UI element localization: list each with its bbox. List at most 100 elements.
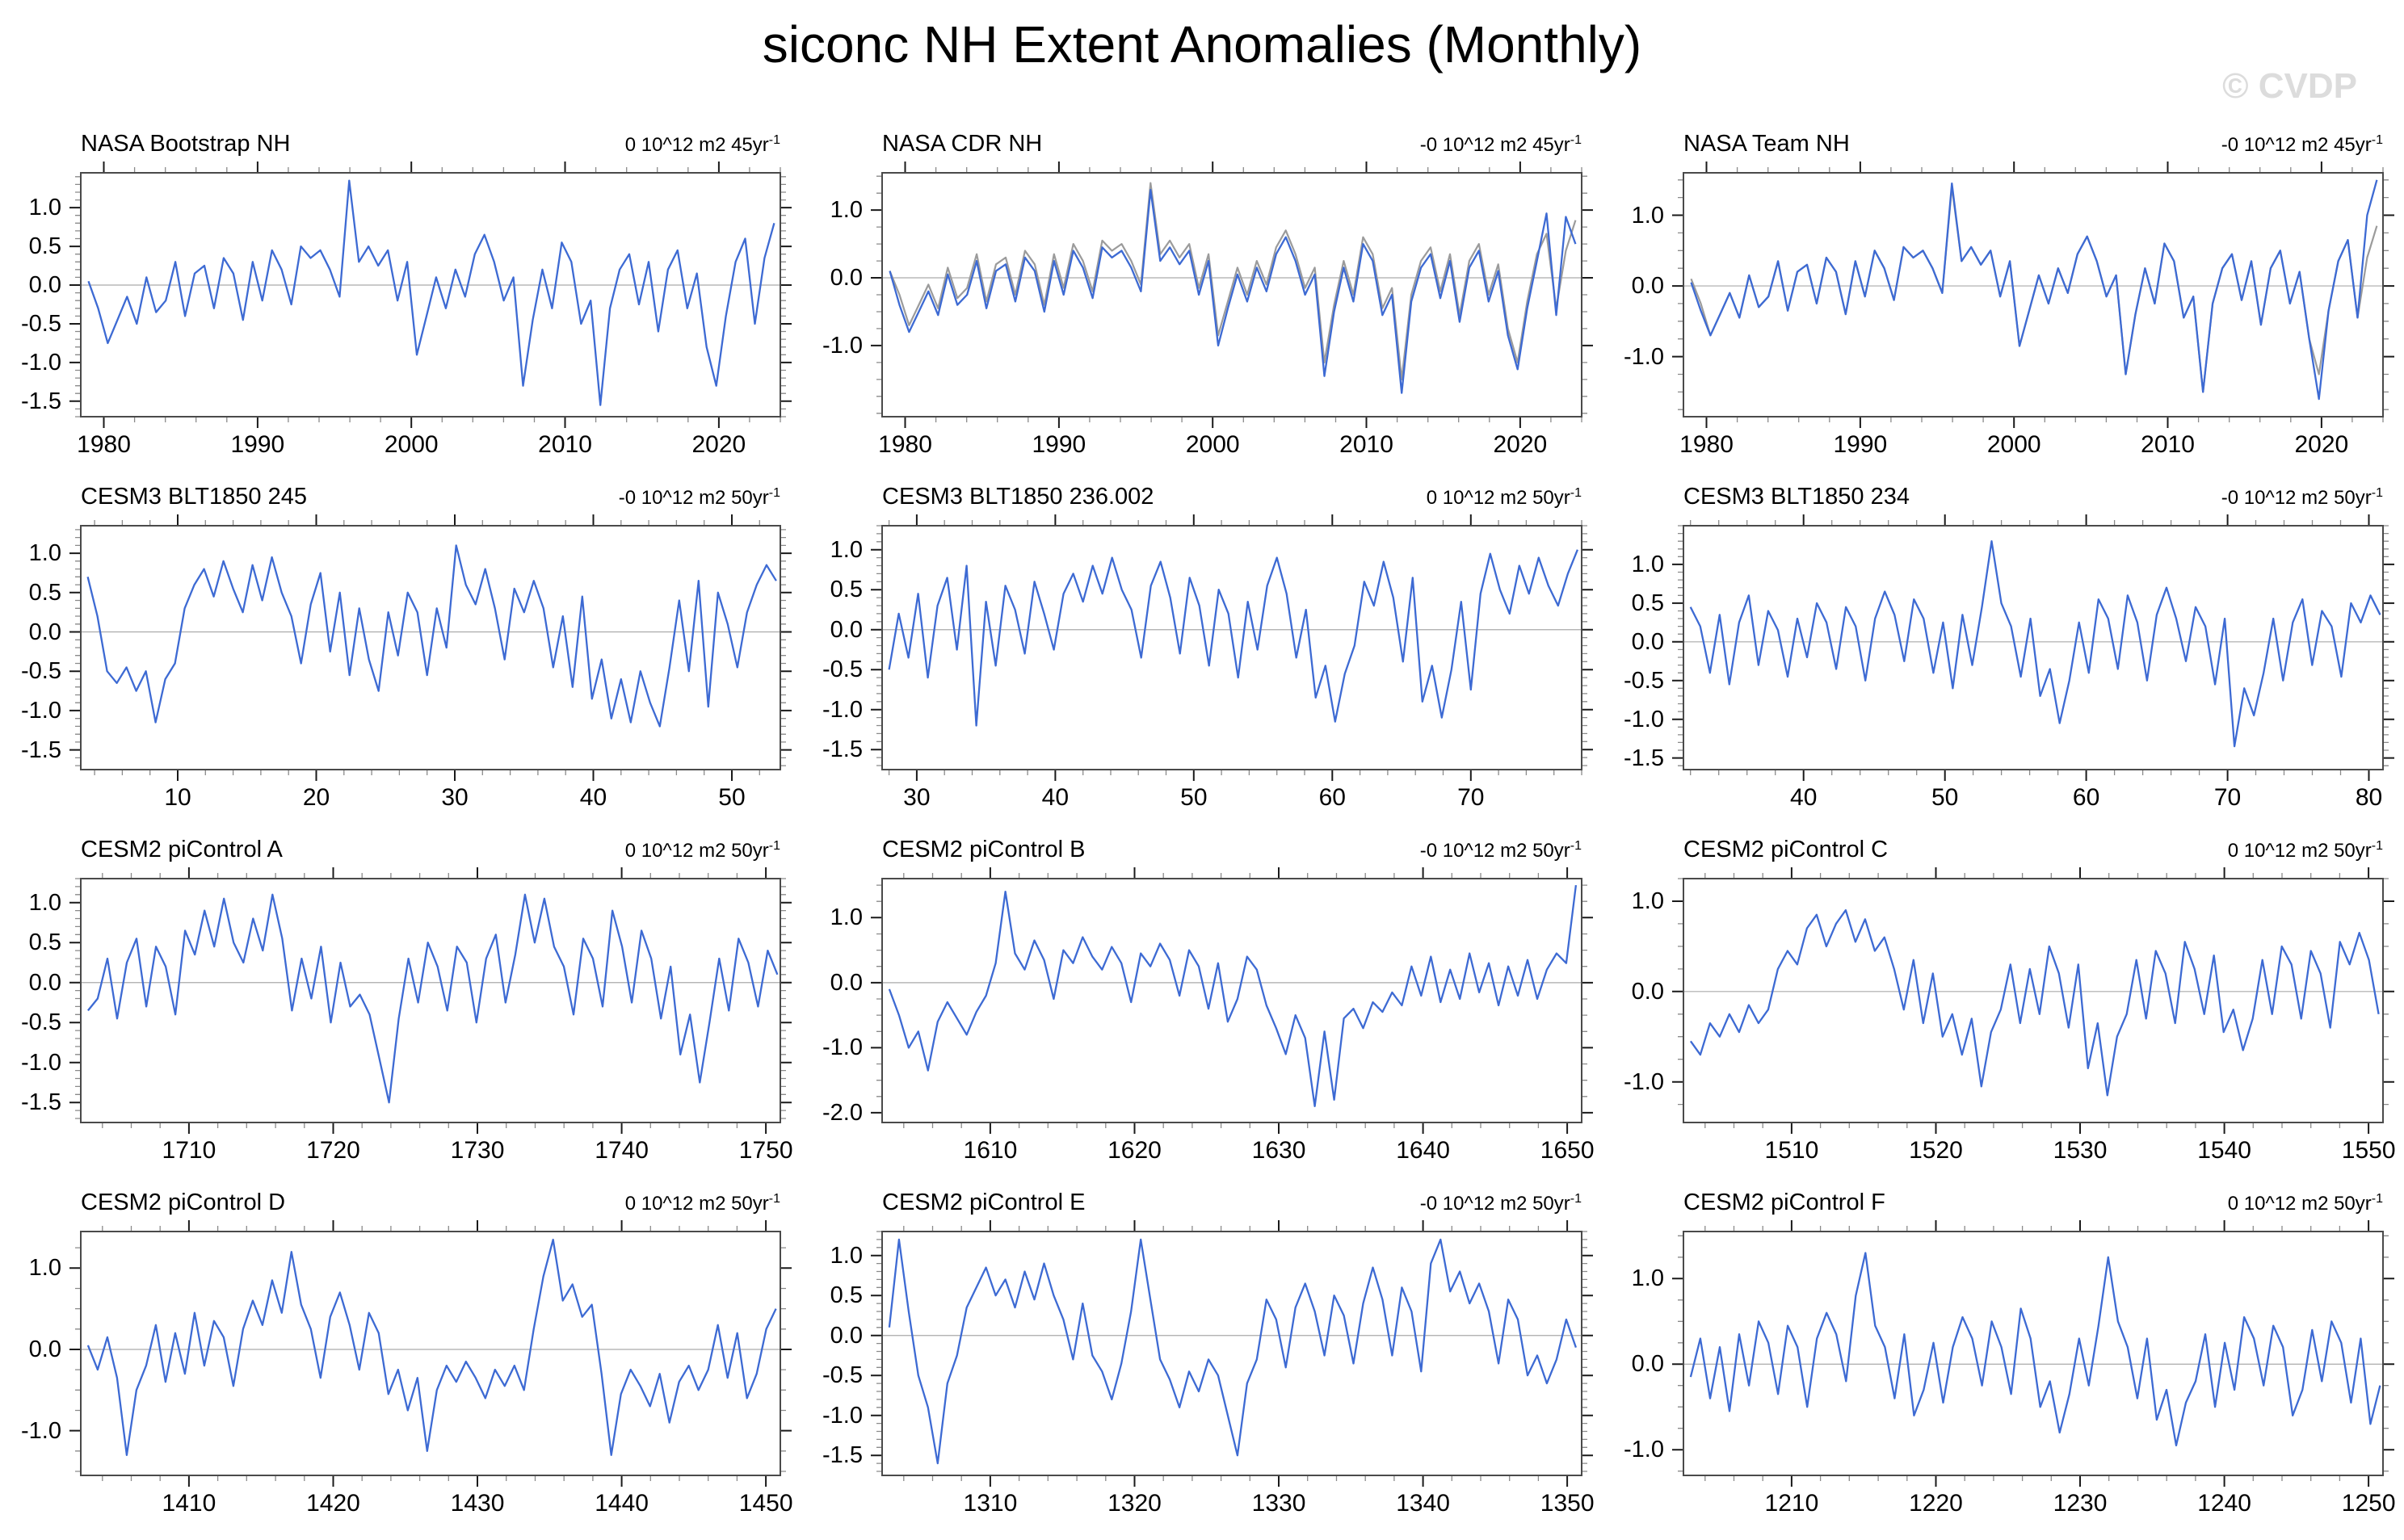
y-tick-label: 0.5 xyxy=(1631,590,1664,616)
y-tick-label: 0.5 xyxy=(28,929,61,956)
timeseries-chart xyxy=(871,514,1593,781)
plot-area: 1.0 0.5 0.0 -0.5 -1.0 -1.5 xyxy=(822,514,1593,781)
y-tick-label: 0.0 xyxy=(1631,628,1664,655)
anomaly-series-line xyxy=(86,1238,777,1456)
x-tick-label: 1430 xyxy=(450,1490,505,1517)
timeseries-chart xyxy=(69,1220,792,1487)
y-tick-label: -1.5 xyxy=(21,388,61,414)
y-tick-label: -1.0 xyxy=(21,697,61,724)
timeseries-chart xyxy=(69,867,792,1134)
x-tick-label: 1440 xyxy=(595,1490,649,1517)
y-tick-label: 1.0 xyxy=(830,1242,863,1269)
chart-panel: CESM2 piControl D 0 10^12 m2 50yr-1 1.0 0… xyxy=(0,1180,801,1533)
panel-title: CESM3 BLT1850 245 xyxy=(81,484,307,510)
trend-exponent: -1 xyxy=(1570,839,1582,853)
y-tick-label: 0.0 xyxy=(28,272,61,299)
panel-title: CESM2 piControl C xyxy=(1683,837,1889,862)
y-tick-label: 0.0 xyxy=(1631,1351,1664,1378)
plot-area: 1.0 0.0 -1.0 xyxy=(1624,867,2394,1134)
trend-value: 0 10^12 m2 50yr xyxy=(624,840,769,862)
trend-value: -0 10^12 m2 50yr xyxy=(618,487,769,509)
y-tick-label: -1.0 xyxy=(822,696,863,723)
x-tick-label: 1320 xyxy=(1107,1490,1162,1517)
panel-header: CESM2 piControl C 0 10^12 m2 50yr-1 xyxy=(1683,837,2383,863)
anomaly-series-line xyxy=(86,544,777,728)
timeseries-chart xyxy=(1672,162,2394,428)
anomaly-series-line xyxy=(87,179,775,406)
plot-area: 1.0 0.5 0.0 -0.5 -1.0 -1.5 xyxy=(21,162,792,428)
trend-value: -0 10^12 m2 50yr xyxy=(2221,487,2372,509)
x-tick-label: 50 xyxy=(718,784,746,811)
x-tick-label: 70 xyxy=(1457,784,1485,811)
plot-area: 1.0 0.0 -1.0 xyxy=(1624,162,2394,428)
panel-trend-label: 0 10^12 m2 45yr-1 xyxy=(625,133,780,157)
chart-panel: NASA CDR NH -0 10^12 m2 45yr-1 1.0 0.0 -1.… xyxy=(801,121,1603,474)
x-tick-label: 40 xyxy=(579,784,607,811)
y-tick-label: -1.0 xyxy=(1624,1068,1664,1095)
panel-title: CESM2 piControl A xyxy=(81,837,283,862)
y-tick-label: -1.0 xyxy=(21,1417,61,1444)
y-tick-label: -1.0 xyxy=(1624,1437,1664,1463)
x-tick-label: 1740 xyxy=(595,1137,649,1164)
anomaly-series-line xyxy=(888,549,1578,727)
panel-header: NASA Team NH -0 10^12 m2 45yr-1 xyxy=(1683,131,2383,157)
y-tick-label: -1.0 xyxy=(21,1049,61,1076)
y-tick-label: -1.0 xyxy=(822,1034,863,1061)
x-tick-label: 2020 xyxy=(2294,431,2349,458)
y-tick-label: 0.0 xyxy=(830,616,863,643)
x-axis-labels: 1310 1320 1330 1340 1350 xyxy=(882,1475,1595,1529)
anomaly-series-line xyxy=(888,884,1578,1108)
trend-value: -0 10^12 m2 45yr xyxy=(2221,134,2372,156)
x-tick-label: 1980 xyxy=(878,431,932,458)
x-tick-label: 1990 xyxy=(1833,431,1888,458)
y-tick-label: 0.0 xyxy=(830,265,863,292)
panel-title: NASA Team NH xyxy=(1683,131,1850,157)
plot-area: 1.0 0.0 -1.0 xyxy=(1624,1220,2394,1487)
anomaly-series-line xyxy=(87,893,779,1104)
x-tick-label: 2020 xyxy=(1493,431,1548,458)
trend-exponent: -1 xyxy=(768,486,780,500)
x-tick-label: 1420 xyxy=(306,1490,360,1517)
y-tick-label: 0.0 xyxy=(830,1322,863,1349)
x-tick-label: 1990 xyxy=(1032,431,1086,458)
x-tick-label: 1640 xyxy=(1396,1137,1450,1164)
plot-area: 1.0 0.0 -1.0 xyxy=(21,1220,792,1487)
x-tick-label: 1750 xyxy=(738,1137,793,1164)
y-tick-label: -0.5 xyxy=(21,310,61,337)
timeseries-chart xyxy=(69,162,792,428)
anomaly-series-line xyxy=(1689,908,2380,1097)
x-axis-labels: 1980 1990 2000 2010 2020 xyxy=(1679,417,2383,470)
x-tick-label: 30 xyxy=(903,784,931,811)
y-tick-label: 1.0 xyxy=(830,197,863,224)
trend-exponent: -1 xyxy=(768,133,780,147)
x-tick-label: 60 xyxy=(1318,784,1346,811)
panel-header: CESM2 piControl E -0 10^12 m2 50yr-1 xyxy=(882,1190,1582,1216)
y-tick-label: -1.0 xyxy=(1624,706,1664,732)
anomaly-series-line xyxy=(1689,540,2381,748)
trend-value: 0 10^12 m2 50yr xyxy=(1426,487,1570,509)
y-tick-label: 1.0 xyxy=(830,904,863,931)
x-tick-label: 1220 xyxy=(1909,1490,1963,1517)
timeseries-chart xyxy=(871,867,1593,1134)
x-axis-labels: 1210 1220 1230 1240 1250 xyxy=(1683,1475,2396,1529)
x-axis-labels: 40 50 60 70 80 xyxy=(1683,770,2383,823)
x-tick-label: 60 xyxy=(2072,784,2100,811)
y-tick-label: 1.0 xyxy=(28,195,61,221)
x-tick-label: 1980 xyxy=(77,431,131,458)
x-tick-label: 1410 xyxy=(162,1490,216,1517)
chart-grid: NASA Bootstrap NH 0 10^12 m2 45yr-1 1.0 0… xyxy=(0,121,2404,1533)
x-tick-label: 50 xyxy=(1180,784,1208,811)
panel-header: NASA Bootstrap NH 0 10^12 m2 45yr-1 xyxy=(81,131,780,157)
panel-header: CESM2 piControl D 0 10^12 m2 50yr-1 xyxy=(81,1190,780,1216)
trend-value: -0 10^12 m2 50yr xyxy=(1419,1193,1570,1215)
x-tick-label: 1540 xyxy=(2197,1137,2251,1164)
y-tick-label: 0.5 xyxy=(28,233,61,260)
x-tick-label: 80 xyxy=(2355,784,2383,811)
y-tick-label: -0.5 xyxy=(1624,667,1664,694)
reference-series-line xyxy=(889,182,1577,380)
panel-trend-label: 0 10^12 m2 50yr-1 xyxy=(625,839,780,862)
chart-panel: CESM3 BLT1850 245 -0 10^12 m2 50yr-1 1.0… xyxy=(0,474,801,827)
y-tick-label: 0.5 xyxy=(830,1282,863,1309)
y-tick-label: 1.0 xyxy=(1631,1265,1664,1292)
y-tick-label: -0.5 xyxy=(21,658,61,685)
